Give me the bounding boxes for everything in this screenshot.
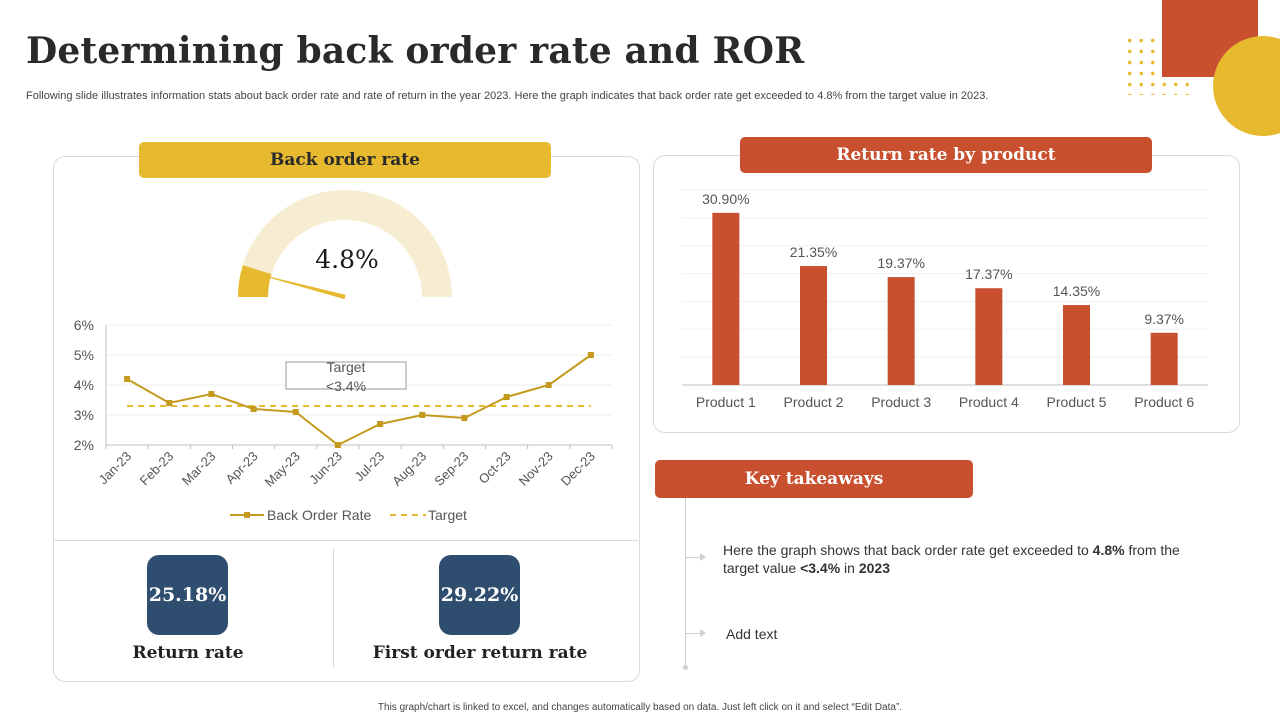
page-subtitle: Following slide illustrates information … [26,90,989,102]
legend-label: Back Order Rate [267,507,371,523]
x-tick-label: May-23 [262,449,303,490]
bar [1063,305,1090,385]
stats-divider [333,548,334,668]
takeaway-item-2[interactable]: Add text [726,626,778,642]
first-order-return-rate-value: 29.22% [439,555,520,635]
x-tick-label: Product 3 [871,394,931,410]
bar-value-label: 9.37% [1144,311,1184,327]
x-tick-label: Aug-23 [389,449,429,489]
legend-marker [244,512,250,518]
legend-label: Target [428,507,467,523]
target-annotation-line2: <3.4% [326,378,366,394]
data-point [461,415,468,421]
takeaway-item-1: Here the graph shows that back order rat… [723,542,1180,576]
data-point [545,382,552,388]
data-point [419,412,426,418]
data-point [587,352,594,358]
x-tick-label: Feb-23 [137,449,177,489]
gauge-fill [238,265,272,298]
target-annotation-box [285,361,407,390]
panel-divider [54,540,638,541]
return-rate-label: Return rate [132,643,244,663]
return-rate-panel [653,155,1240,433]
target-annotation-line1: Target [327,359,366,375]
first-order-return-rate-label: First order return rate [372,643,588,663]
footer-note: This graph/chart is linked to excel, and… [377,702,903,713]
data-point [377,421,384,427]
data-point [124,376,131,382]
x-tick-label: Apr-23 [222,449,260,487]
bar-value-label: 30.90% [702,191,749,207]
takeaways-timeline [685,498,686,668]
arrow-right-icon [700,553,706,561]
x-tick-label: Nov-23 [516,449,556,489]
y-tick-label: 2% [74,437,94,453]
bar [887,277,915,385]
x-tick-label: Product 6 [1134,394,1194,410]
bar [1150,332,1178,385]
data-point [503,394,510,400]
page-title: Determining back order rate and ROR [26,30,805,72]
bar [800,266,827,385]
data-point [208,391,215,397]
bar-value-label: 19.37% [877,255,924,271]
gauge-value: 4.8% [315,245,379,274]
x-tick-label: Jul-23 [352,449,388,485]
x-tick-label: Jan-23 [95,449,134,488]
x-tick-label: Dec-23 [558,449,598,489]
x-tick-label: Mar-23 [179,449,219,489]
data-point [292,409,299,415]
takeaway-connector-2 [686,633,700,634]
y-tick-label: 4% [74,377,94,393]
bar-value-label: 14.35% [1053,283,1100,299]
return-rate-bar-chart[interactable]: 30.90% Product 1 21.35% Product 2 19.37% Prod… [660,180,1230,420]
return-rate-header: Return rate by product [740,137,1152,173]
data-point [166,400,173,406]
y-tick-label: 5% [74,347,94,363]
bar-value-label: 17.37% [965,266,1012,282]
gauge-needle [244,270,346,300]
key-takeaways-header: Key takeaways [655,460,973,498]
bar [975,288,1003,385]
timeline-end-dot [683,665,688,670]
bar [712,212,740,385]
x-tick-label: Oct-23 [476,449,514,487]
back-order-rate-line [126,354,592,447]
x-tick-label: Product 4 [959,394,1019,410]
back-order-gauge [238,190,452,300]
gauge-track [238,190,452,298]
x-tick-label: Product 5 [1047,394,1107,410]
takeaway-connector-1 [686,557,700,558]
back-order-header: Back order rate [139,142,551,178]
x-tick-label: Jun-23 [306,449,345,488]
x-tick-label: Product 2 [784,394,844,410]
x-tick-label: Sep-23 [431,449,471,489]
data-point [334,442,341,448]
arrow-right-icon [700,629,706,637]
data-point [250,406,257,412]
y-tick-label: 3% [74,407,94,423]
return-rate-value: 25.18% [147,555,228,635]
x-tick-label: Product 1 [696,394,756,410]
y-tick-label: 6% [74,317,94,333]
back-order-line-chart[interactable]: 2% 3% 4% 5% 6% Jan-23 Feb-23 Mar-23 Apr-23 May-23… [54,305,638,535]
bar-value-label: 21.35% [790,244,837,260]
